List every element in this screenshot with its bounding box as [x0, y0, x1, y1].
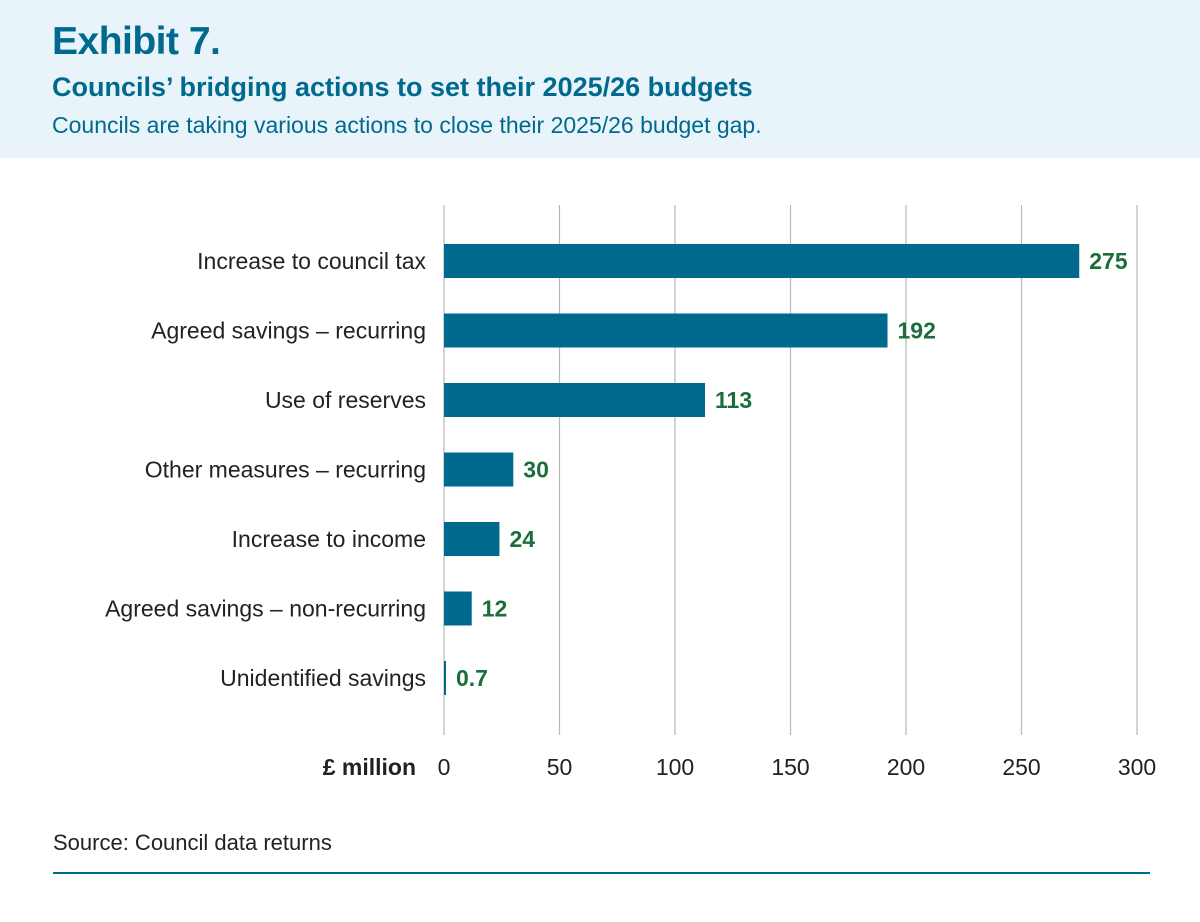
bar: [444, 661, 446, 695]
x-tick-label: 50: [547, 754, 573, 780]
x-axis-label: £ million: [323, 754, 416, 780]
x-tick-label: 0: [438, 754, 451, 780]
category-label: Unidentified savings: [220, 665, 426, 691]
category-label: Agreed savings – recurring: [151, 318, 426, 344]
category-label: Increase to council tax: [197, 248, 426, 274]
bar: [444, 452, 514, 487]
category-label: Other measures – recurring: [145, 457, 426, 483]
x-tick-label: 300: [1118, 754, 1156, 780]
bar: [444, 522, 500, 556]
category-label: Use of reserves: [265, 387, 426, 413]
chart-title: Councils’ bridging actions to set their …: [52, 72, 753, 102]
value-label: 275: [1089, 248, 1128, 274]
value-label: 30: [523, 457, 549, 483]
bar: [444, 313, 888, 348]
x-tick-label: 250: [1002, 754, 1040, 780]
x-tick-label: 100: [656, 754, 694, 780]
value-label: 113: [715, 387, 752, 413]
category-label: Agreed savings – non-recurring: [105, 596, 426, 622]
value-label: 192: [898, 318, 936, 344]
exhibit-number: Exhibit 7.: [52, 20, 221, 63]
bar: [444, 244, 1080, 278]
value-label: 24: [509, 526, 535, 552]
bar: [444, 591, 472, 626]
header-panel: Exhibit 7. Councils’ bridging actions to…: [0, 0, 1200, 158]
chart-subtitle: Councils are taking various actions to c…: [52, 112, 762, 138]
x-tick-label: 200: [887, 754, 925, 780]
value-label: 12: [482, 596, 508, 622]
value-label: 0.7: [456, 665, 488, 691]
bar: [444, 383, 706, 417]
bar-chart: 0 50 100 150 200 250 300 £ million Increase to c…: [105, 205, 1156, 780]
x-tick-label: 150: [771, 754, 809, 780]
category-label: Increase to income: [232, 526, 426, 552]
source-note: Source: Council data returns: [53, 830, 332, 855]
bottom-rule: [53, 872, 1150, 874]
